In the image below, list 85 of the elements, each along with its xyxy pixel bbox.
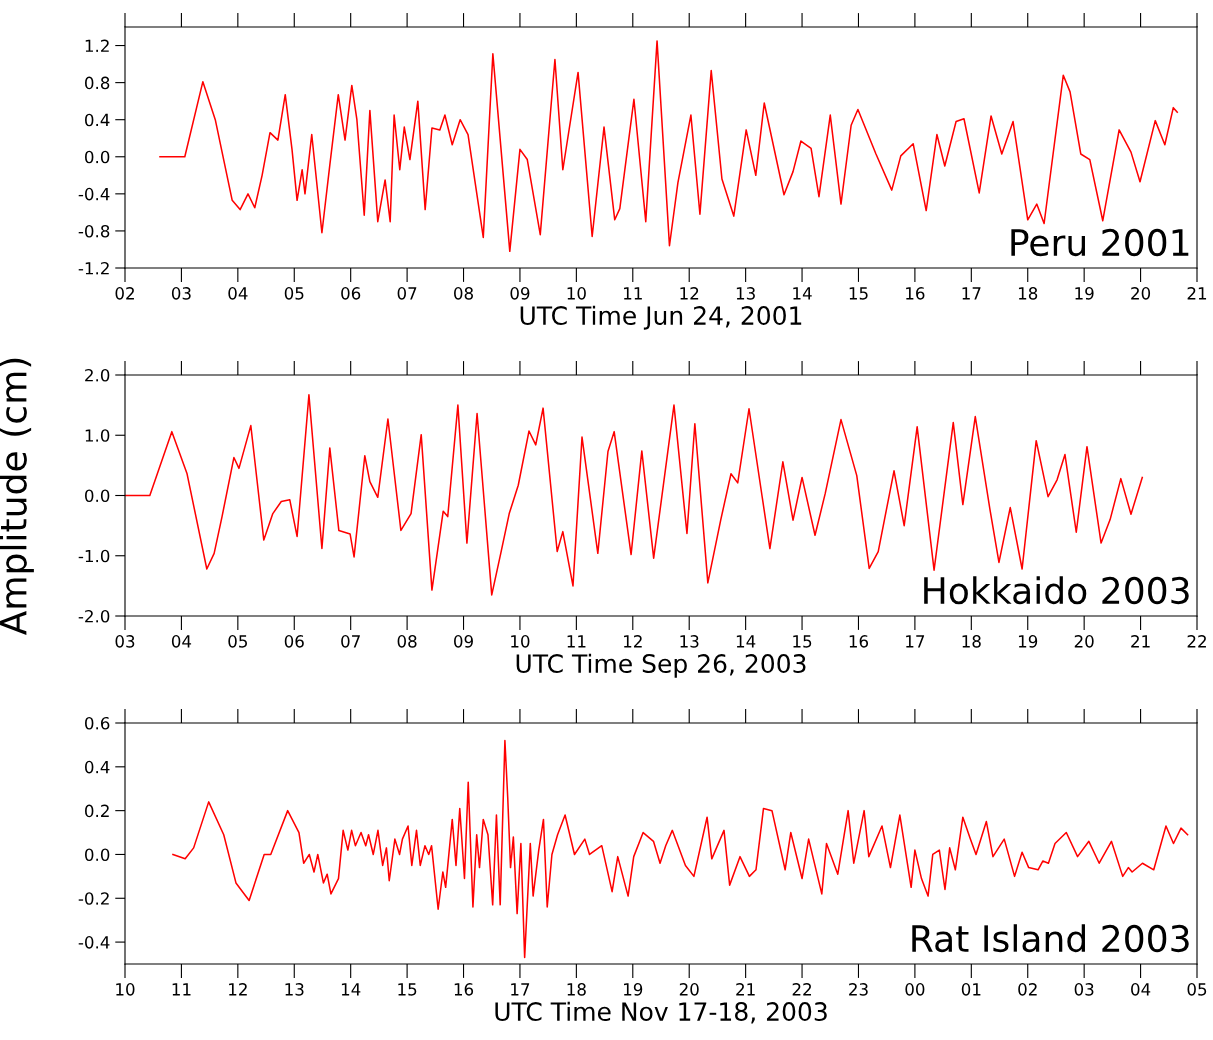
x-tick-label: 07 bbox=[341, 635, 360, 648]
x-tick-label: 06 bbox=[341, 287, 361, 300]
x-tick-label: 16 bbox=[906, 287, 925, 300]
line-series bbox=[172, 739, 1189, 959]
y-tick-label: 2.0 bbox=[85, 368, 110, 382]
x-tick-label: 04 bbox=[1131, 983, 1151, 996]
y-tick-label: 0.0 bbox=[85, 150, 110, 164]
x-tick-label: 19 bbox=[1018, 635, 1038, 648]
x-tick-label: 05 bbox=[1187, 983, 1207, 996]
x-tick-label: 20 bbox=[679, 983, 699, 996]
y-tick-label: -0.4 bbox=[78, 187, 110, 201]
y-tick-label: 0.4 bbox=[85, 760, 110, 774]
x-tick-label: 12 bbox=[624, 635, 642, 648]
x-tick-label: 15 bbox=[398, 983, 417, 996]
x-tick-label: 21 bbox=[1131, 635, 1150, 648]
y-tick-label: -0.8 bbox=[78, 224, 110, 238]
x-tick-label: 04 bbox=[171, 635, 192, 648]
x-tick-label: 08 bbox=[454, 287, 473, 300]
x-tick-label: 15 bbox=[793, 635, 812, 648]
x-tick-label: 13 bbox=[736, 287, 755, 300]
x-axis-title: UTC Time Jun 24, 2001 bbox=[520, 305, 802, 330]
x-tick-label: 17 bbox=[962, 287, 981, 300]
x-tick-label: 10 bbox=[116, 983, 135, 996]
x-tick-label: 08 bbox=[397, 635, 417, 648]
x-tick-label: 22 bbox=[792, 983, 811, 996]
y-tick-label: 0.4 bbox=[85, 113, 110, 127]
x-tick-label: 03 bbox=[115, 635, 135, 648]
y-tick-label: -1.2 bbox=[78, 261, 109, 275]
x-tick-label: 14 bbox=[793, 287, 812, 300]
y-tick-label: 0.6 bbox=[85, 716, 110, 730]
x-tick-label: 16 bbox=[454, 983, 474, 996]
x-tick-label: 16 bbox=[849, 635, 869, 648]
y-tick-label: 1.2 bbox=[85, 39, 109, 52]
x-tick-label: 00 bbox=[905, 983, 925, 996]
x-tick-label: 13 bbox=[680, 635, 699, 648]
x-tick-label: 11 bbox=[624, 287, 642, 300]
x-tick-label: 15 bbox=[849, 287, 868, 300]
y-tick-label: 0.2 bbox=[85, 804, 109, 818]
x-tick-label: 07 bbox=[397, 287, 417, 300]
x-tick-label: 06 bbox=[284, 635, 304, 648]
x-tick-label: 12 bbox=[680, 287, 699, 300]
x-tick-label: 18 bbox=[1018, 287, 1038, 300]
x-tick-label: 09 bbox=[454, 635, 473, 648]
annotation: Rat Island 2003 bbox=[912, 924, 1189, 953]
y-tick-label: -0.2 bbox=[78, 892, 109, 905]
x-axis-title: UTC Time Sep 26, 2003 bbox=[516, 653, 806, 678]
x-tick-label: 12 bbox=[229, 983, 247, 996]
x-tick-label: 20 bbox=[1074, 635, 1094, 648]
x-tick-label: 21 bbox=[736, 983, 755, 996]
x-tick-label: 04 bbox=[228, 287, 248, 300]
x-tick-label: 10 bbox=[511, 635, 530, 648]
x-tick-label: 13 bbox=[285, 983, 304, 996]
x-tick-label: 19 bbox=[624, 983, 643, 996]
y-tick-label: 0.0 bbox=[85, 489, 110, 503]
x-tick-label: 18 bbox=[567, 983, 586, 996]
x-tick-label: 11 bbox=[172, 983, 191, 996]
y-tick-label: 1.0 bbox=[85, 429, 110, 442]
x-tick-label: 21 bbox=[1187, 287, 1207, 300]
x-tick-label: 02 bbox=[1018, 983, 1037, 996]
x-tick-label: 11 bbox=[567, 635, 586, 648]
x-tick-label: 19 bbox=[1075, 287, 1094, 300]
x-tick-label: 02 bbox=[115, 287, 134, 300]
x-tick-label: 05 bbox=[228, 635, 247, 648]
x-tick-label: 17 bbox=[511, 983, 530, 996]
x-tick-label: 03 bbox=[171, 287, 191, 300]
x-tick-label: 09 bbox=[510, 287, 530, 300]
annotation: Peru 2001 bbox=[1011, 228, 1189, 257]
x-tick-label: 14 bbox=[736, 635, 756, 648]
x-tick-label: 18 bbox=[962, 635, 981, 648]
x-axis-title: UTC Time Nov 17-18, 2003 bbox=[495, 1001, 827, 1024]
x-tick-label: 20 bbox=[1131, 287, 1151, 300]
y-tick-label: 0.0 bbox=[85, 848, 110, 862]
y-tick-label: -0.4 bbox=[78, 936, 110, 949]
x-tick-label: 22 bbox=[1187, 635, 1206, 648]
y-tick-label: -2.0 bbox=[78, 609, 110, 623]
x-tick-label: 03 bbox=[1074, 983, 1094, 996]
x-tick-label: 17 bbox=[906, 635, 925, 648]
annotation: Hokkaido 2003 bbox=[924, 576, 1189, 605]
x-tick-label: 14 bbox=[341, 983, 361, 996]
x-tick-label: 01 bbox=[961, 983, 981, 996]
y-tick-label: -1.0 bbox=[78, 549, 110, 563]
y-tick-label: 0.8 bbox=[85, 76, 110, 90]
x-tick-label: 23 bbox=[849, 983, 868, 996]
x-tick-label: 05 bbox=[284, 287, 304, 300]
x-tick-label: 10 bbox=[567, 287, 586, 300]
